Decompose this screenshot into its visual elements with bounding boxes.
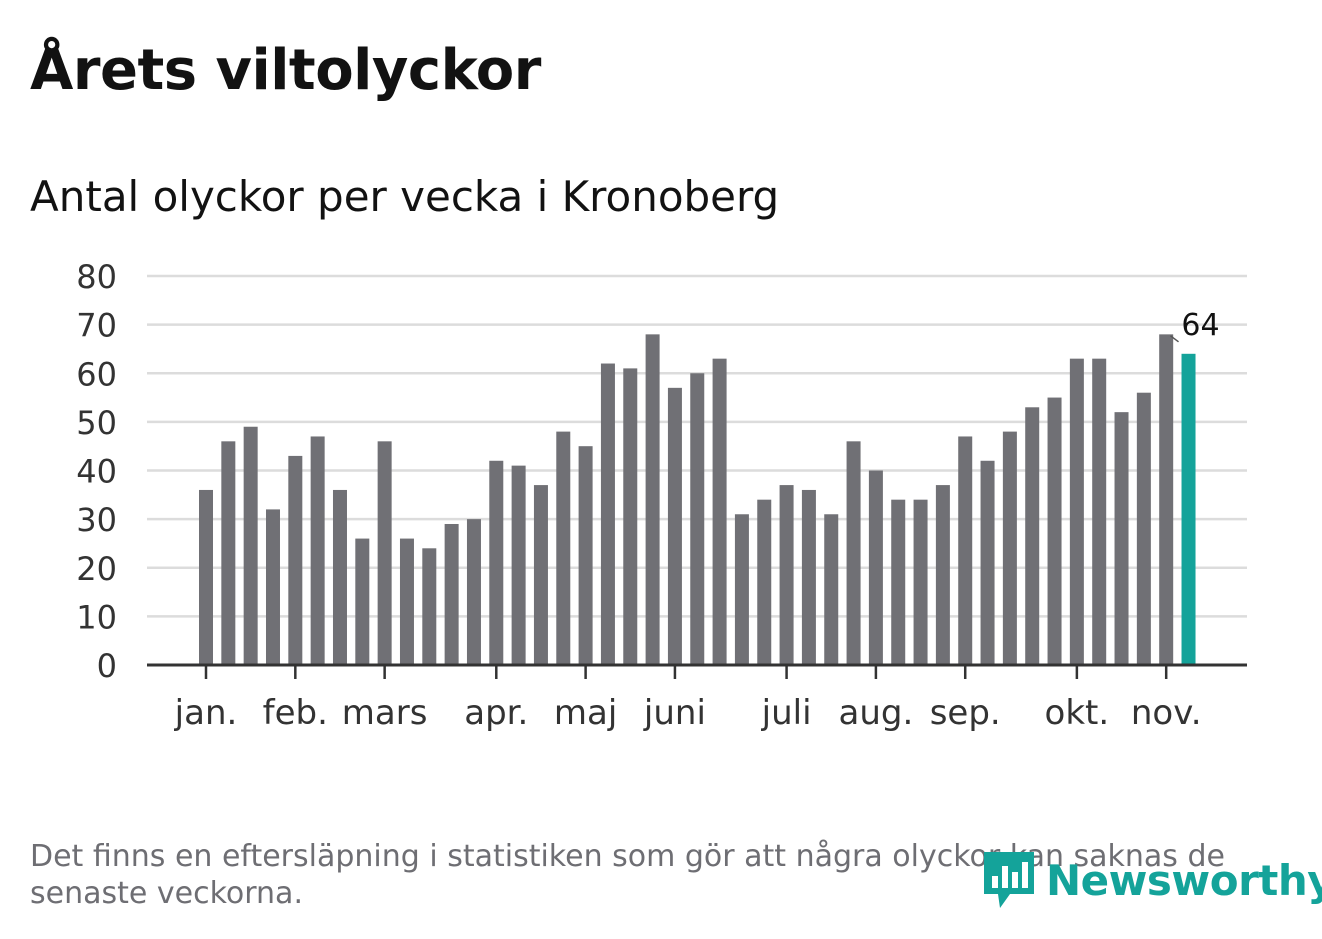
bar (444, 523, 459, 665)
bar (824, 514, 839, 665)
bar (1114, 412, 1129, 665)
bar (1047, 397, 1062, 665)
bar (757, 499, 772, 665)
y-tick-label: 50 (76, 404, 117, 442)
x-tick-label: apr. (464, 693, 528, 733)
chart-title: Årets viltolyckor (30, 38, 541, 103)
bar (310, 436, 325, 665)
brand-name: Newsworthy (1046, 855, 1322, 905)
bar (332, 489, 347, 665)
bar (1025, 407, 1040, 665)
bar (199, 489, 213, 665)
x-tick-label: maj (554, 693, 617, 733)
bar (1002, 431, 1017, 665)
bar (578, 446, 593, 665)
bar (489, 460, 504, 665)
chart-subtitle: Antal olyckor per vecka i Kronoberg (30, 172, 780, 221)
x-tick-label: mars (342, 693, 428, 733)
x-tick-label: aug. (839, 693, 914, 733)
x-axis-tick-labels: jan. feb. mars apr. maj juni juli aug. sep. okt. n… (174, 693, 1202, 733)
bar (645, 334, 660, 665)
y-tick-label: 10 (76, 598, 117, 636)
bar (243, 426, 258, 665)
bar (600, 363, 615, 665)
y-axis-tick-labels: 0 10 20 30 40 50 60 70 80 (76, 258, 117, 685)
x-tick-label: feb. (263, 693, 328, 733)
y-tick-label: 80 (76, 258, 117, 296)
bar (399, 538, 414, 665)
bar (221, 441, 236, 665)
bar-highlighted (1181, 353, 1196, 665)
bar (958, 436, 973, 665)
bar (891, 499, 906, 665)
bar (846, 441, 861, 665)
bar (1069, 358, 1084, 665)
bar (868, 470, 883, 665)
bar (779, 485, 794, 665)
x-tick-label: juli (761, 693, 812, 733)
annotation-connector (1170, 335, 1179, 343)
bar (623, 368, 638, 665)
bar (533, 485, 548, 665)
y-tick-label: 0 (97, 647, 117, 685)
x-tick-label: okt. (1045, 693, 1110, 733)
bar (935, 485, 950, 665)
bar (422, 548, 437, 665)
bar (980, 460, 995, 665)
x-tick-label: nov. (1131, 693, 1202, 733)
bar (690, 373, 705, 665)
newsworthy-logo-icon (984, 852, 1034, 908)
y-tick-label: 40 (76, 453, 117, 491)
bar (734, 514, 749, 665)
bar (288, 455, 303, 665)
bars (199, 334, 1196, 665)
bar (913, 499, 928, 665)
y-tick-label: 20 (76, 550, 117, 588)
bar (1159, 334, 1174, 665)
x-tick-label: juni (643, 693, 706, 733)
bar (265, 509, 280, 665)
bar (511, 465, 526, 665)
bar (466, 519, 481, 665)
y-tick-label: 30 (76, 501, 117, 539)
x-tick-label: sep. (930, 693, 1001, 733)
y-tick-label: 60 (76, 355, 117, 393)
x-tick-label: jan. (174, 693, 238, 733)
x-axis (147, 663, 1247, 679)
bar (1136, 392, 1151, 665)
brand-logo: Newsworthy (980, 848, 1322, 912)
highlight-value-label: 64 (1181, 308, 1219, 343)
bar (1092, 358, 1107, 665)
bar (667, 387, 682, 665)
y-tick-label: 70 (76, 307, 117, 345)
annotations: 64 (1170, 308, 1220, 343)
bar (377, 441, 392, 665)
bar (556, 431, 571, 665)
bar (801, 489, 816, 665)
bar (712, 358, 727, 665)
bar (355, 538, 370, 665)
